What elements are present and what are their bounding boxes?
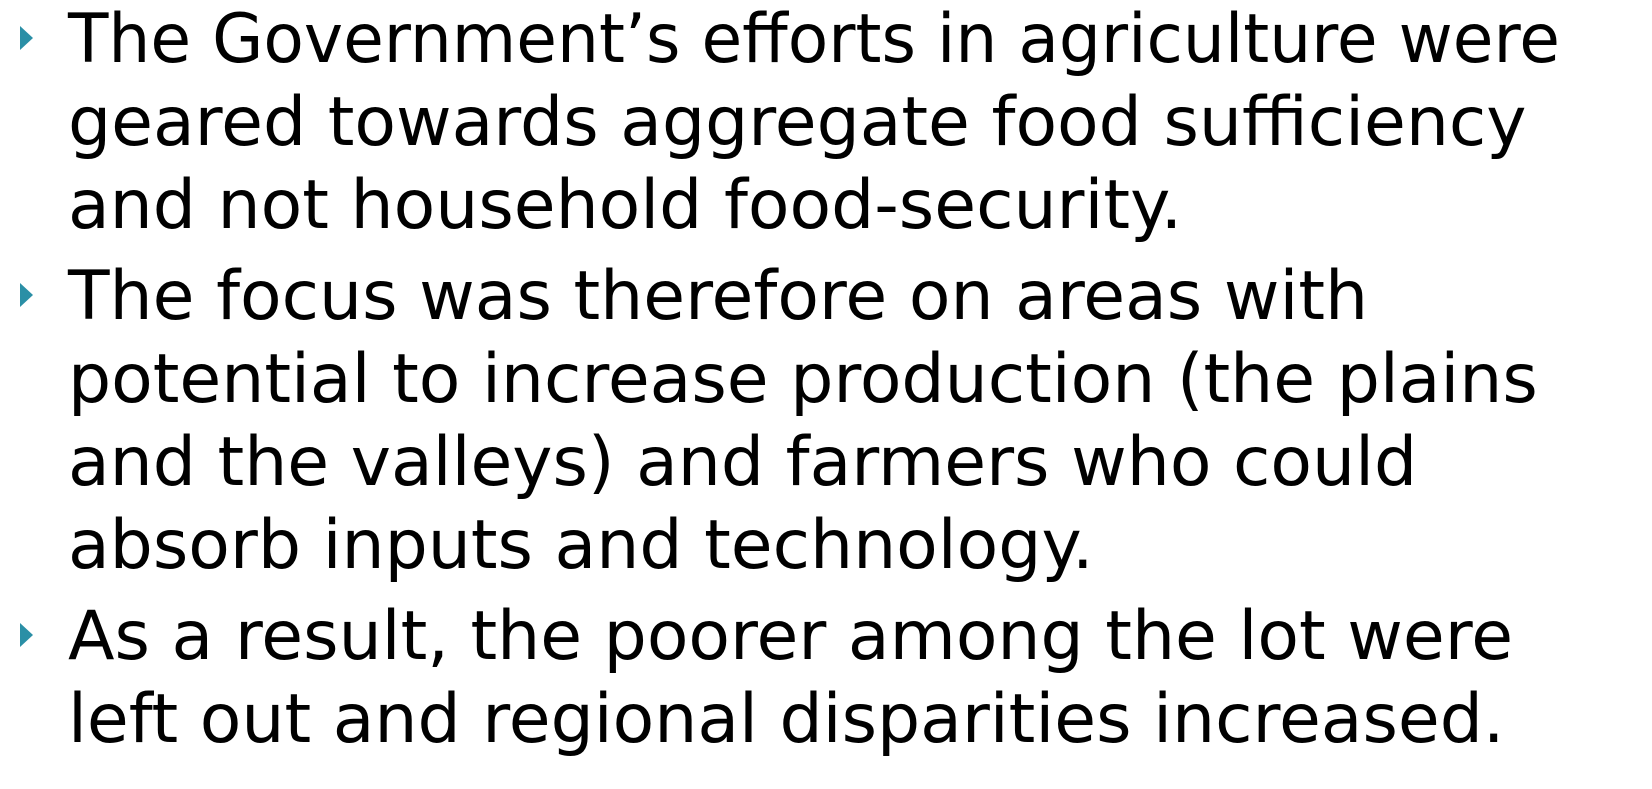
bullet-text-line: As a result, the poorer among the lot we… (68, 597, 1513, 676)
bullet-marker (20, 623, 33, 647)
bullet-text-line: geared towards aggregate food sufficienc… (68, 83, 1527, 162)
bullet-text-line: and not household food-security. (68, 166, 1182, 245)
bullet-text-line: left out and regional disparities increa… (68, 680, 1505, 759)
bullet-text-line: The Government’s efforts in agriculture … (67, 0, 1560, 79)
bullet-text-line: The focus was therefore on areas with (67, 257, 1368, 336)
bullet-marker (20, 283, 33, 307)
bullet-text-line: absorb inputs and technology. (68, 506, 1094, 585)
bullet-text-line: and the valleys) and farmers who could (68, 423, 1417, 502)
bullet-text-line: potential to increase production (the pl… (68, 340, 1538, 419)
bullet-marker (20, 26, 33, 50)
